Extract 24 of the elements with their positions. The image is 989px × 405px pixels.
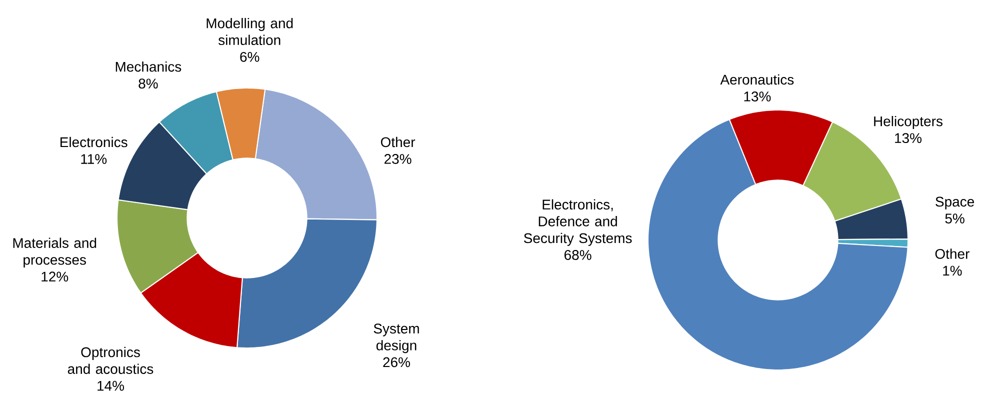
slice-label: Helicopters [874, 116, 942, 130]
data-label: 23% [384, 154, 412, 164]
data-label: 6% [240, 52, 260, 62]
slice-label: Aeronautics [720, 74, 794, 85]
slice-label: Other [380, 136, 416, 148]
data-label: 12% [42, 272, 68, 282]
slice-label: Electronics, Defence and Security Systems [524, 199, 632, 246]
slice-label: Electronics [60, 136, 128, 148]
data-label: 14% [98, 380, 124, 391]
slice-label: Modelling and simulation [206, 18, 293, 46]
data-label: 11% [81, 154, 107, 164]
data-label: 1% [943, 266, 962, 276]
slice-label: Mechanics [116, 61, 182, 72]
data-label: 68% [564, 250, 592, 260]
data-label: 5% [945, 214, 964, 224]
slice-label: Materials and processes [13, 238, 96, 268]
slice-label: Other [935, 248, 970, 259]
data-label: 8% [138, 78, 158, 89]
slice-label: Space [936, 196, 974, 210]
slice-label: System design [374, 324, 419, 354]
slice-label: Optronics and acoustics [68, 346, 154, 374]
data-label: 13% [744, 92, 771, 102]
data-label: 26% [383, 357, 410, 368]
data-label: 13% [895, 133, 922, 144]
